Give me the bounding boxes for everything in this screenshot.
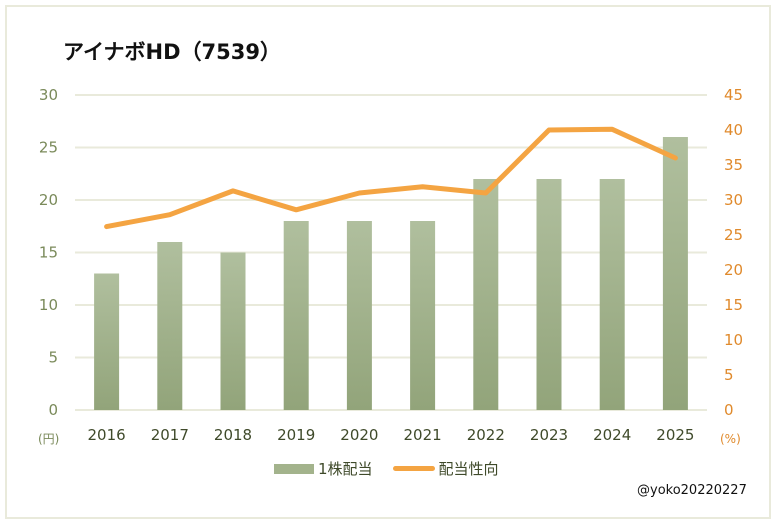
right-axis-tick: 15 [724, 296, 743, 314]
right-axis-tick: 30 [724, 191, 743, 209]
x-axis: 2016 2017 2018 2019 2020 2021 2022 2023 2024 2025 [88, 426, 695, 444]
x-axis-label: 2023 [530, 426, 568, 444]
right-axis-unit: (%) [720, 432, 741, 446]
dividend-bar [662, 137, 688, 410]
dividend-bar [599, 179, 625, 410]
dividend-bar [346, 221, 372, 410]
legend-bar-swatch [274, 463, 314, 474]
x-axis-label: 2020 [340, 426, 378, 444]
left-axis-tick: 20 [39, 191, 58, 209]
dividend-bar [536, 179, 562, 410]
chart-title: アイナボHD（7539） [63, 40, 281, 64]
dividend-bar [157, 242, 183, 410]
payout-ratio-line [104, 126, 678, 230]
legend-bar-label: 1株配当 [318, 460, 373, 478]
right-axis-tick: 40 [724, 121, 743, 139]
dividend-bar [410, 221, 436, 410]
dividend-bar [283, 221, 309, 410]
x-axis-label: 2016 [88, 426, 126, 444]
right-axis-tick: 35 [724, 156, 743, 174]
dividend-bar [94, 273, 120, 410]
x-axis-label: 2022 [467, 426, 505, 444]
right-axis-tick: 25 [724, 226, 743, 244]
x-axis-label: 2024 [593, 426, 631, 444]
dividend-bars [94, 137, 688, 410]
left-axis-unit: (円) [38, 432, 59, 446]
left-axis-tick: 0 [48, 401, 58, 419]
left-y-axis: 0 5 10 15 20 25 30 [39, 86, 58, 419]
left-axis-tick: 15 [39, 244, 58, 262]
right-axis-tick: 20 [724, 261, 743, 279]
credit-text: @yoko20220227 [637, 483, 747, 498]
left-axis-tick: 30 [39, 86, 58, 104]
x-axis-label: 2019 [277, 426, 315, 444]
right-y-axis: 0 5 10 15 20 25 30 35 40 45 [724, 86, 743, 419]
x-axis-label: 2018 [214, 426, 252, 444]
x-axis-label: 2025 [656, 426, 694, 444]
dividend-bar [220, 252, 246, 410]
left-axis-tick: 5 [48, 349, 58, 367]
legend: 1株配当 配当性向 [274, 458, 499, 479]
left-axis-tick: 25 [39, 139, 58, 157]
dividend-bar [473, 179, 499, 410]
right-axis-tick: 10 [724, 331, 743, 349]
legend-line-label: 配当性向 [438, 460, 499, 478]
payout-ratio-polyline [104, 126, 678, 230]
x-axis-label: 2021 [404, 426, 442, 444]
right-axis-tick: 45 [724, 86, 743, 104]
legend-line-swatch [392, 466, 435, 471]
x-axis-label: 2017 [151, 426, 189, 444]
right-axis-tick: 5 [724, 366, 734, 384]
left-axis-tick: 10 [39, 296, 58, 314]
chart-frame [5, 5, 771, 519]
right-axis-tick: 0 [724, 401, 734, 419]
